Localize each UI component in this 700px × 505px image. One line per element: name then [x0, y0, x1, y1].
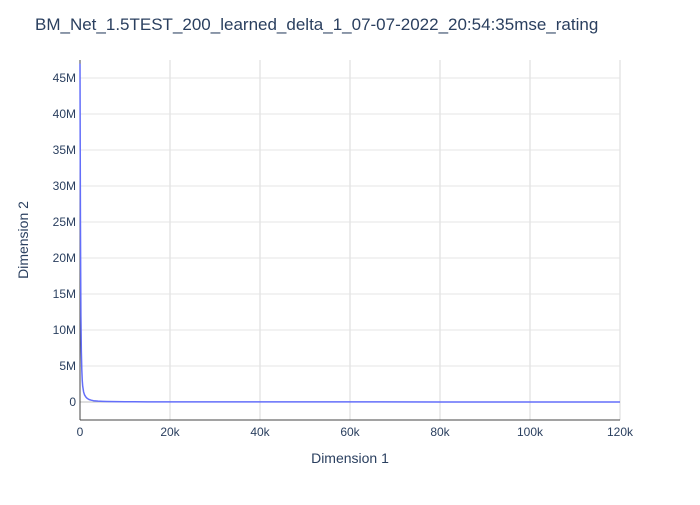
x-axis-label: Dimension 1	[311, 450, 389, 466]
x-tick-label: 80k	[430, 425, 450, 439]
y-axis-label: Dimension 2	[15, 201, 31, 279]
chart-title: BM_Net_1.5TEST_200_learned_delta_1_07-07…	[35, 15, 598, 34]
x-tick-label: 40k	[250, 425, 270, 439]
y-tick-label: 15M	[53, 287, 76, 301]
x-tick-label: 120k	[607, 425, 634, 439]
y-tick-label: 35M	[53, 143, 76, 157]
y-tick-label: 10M	[53, 323, 76, 337]
y-tick-label: 0	[69, 395, 76, 409]
tick-labels: 0 20k 40k 60k 80k 100k 120k 0 5M 10M 15M 20M 25M 30M 3…	[53, 71, 634, 439]
gridlines	[80, 60, 621, 420]
series-layer	[79, 63, 621, 403]
x-tick-label: 0	[77, 425, 84, 439]
x-tick-label: 60k	[340, 425, 360, 439]
y-tick-label: 20M	[53, 251, 76, 265]
y-tick-label: 25M	[53, 215, 76, 229]
x-tick-label: 20k	[160, 425, 180, 439]
y-tick-label: 30M	[53, 179, 76, 193]
x-tick-label: 100k	[517, 425, 544, 439]
series-line	[79, 63, 621, 403]
y-tick-label: 40M	[53, 107, 76, 121]
y-tick-label: 5M	[59, 359, 76, 373]
y-tick-label: 45M	[53, 71, 76, 85]
